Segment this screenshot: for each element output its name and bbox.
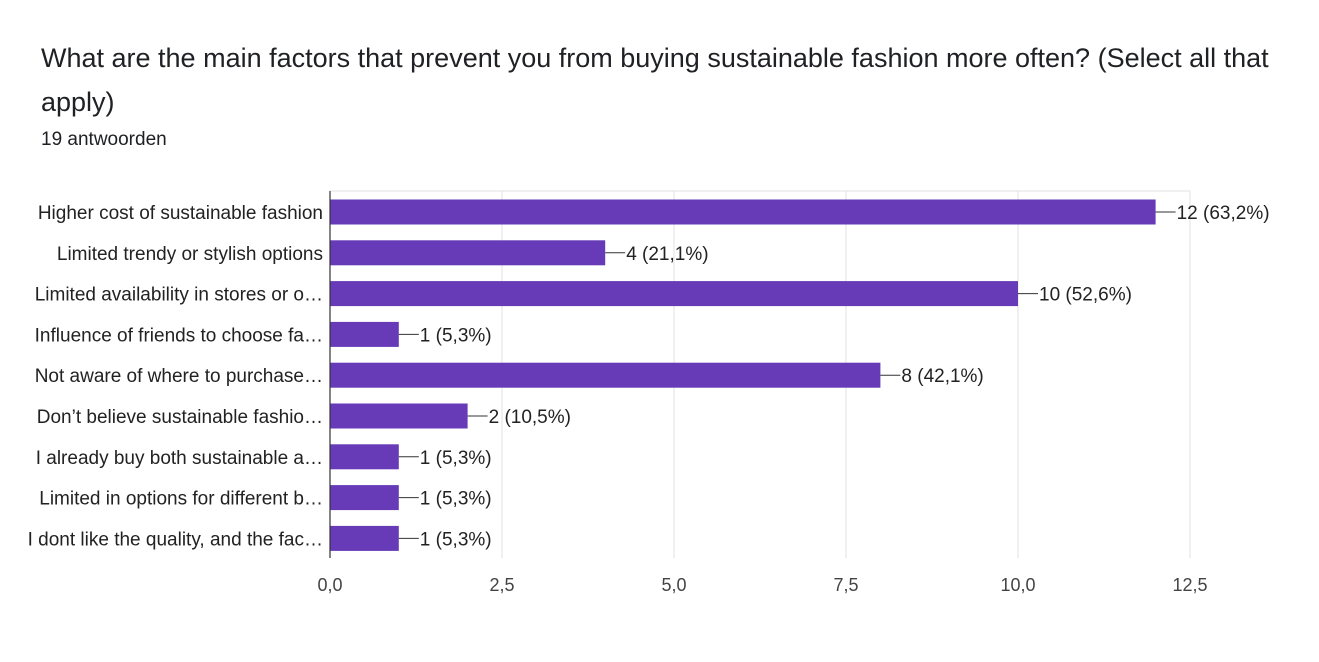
x-tick-label: 12,5 — [1172, 575, 1207, 595]
bar — [330, 362, 881, 388]
question-title: What are the main factors that prevent y… — [41, 43, 1269, 117]
data-label: 1 (5,3%) — [420, 489, 492, 510]
category-label: Influence of friends to choose fa… — [35, 325, 323, 346]
category-label: I dont like the quality, and the fac… — [28, 529, 323, 550]
x-tick-label: 10,0 — [1000, 575, 1035, 595]
data-label: 1 (5,3%) — [420, 529, 492, 550]
bar — [330, 525, 399, 551]
bar — [330, 485, 399, 511]
bar — [330, 199, 1156, 225]
data-label: 10 (52,6%) — [1039, 285, 1132, 306]
response-count: 19 antwoorden — [41, 129, 167, 150]
data-label: 12 (63,2%) — [1177, 203, 1270, 224]
category-label: Limited in options for different b… — [39, 489, 323, 510]
category-label: Not aware of where to purchase… — [35, 366, 323, 387]
bar — [330, 240, 606, 266]
data-label: 8 (42,1%) — [901, 366, 983, 387]
bar — [330, 321, 399, 347]
bar — [330, 281, 1018, 307]
data-label: 2 (10,5%) — [489, 407, 571, 428]
bar — [330, 444, 399, 470]
labels: 0,0 2,5 5,0 7,5 10,0 12,5 12 (63,2%) Higher cos… — [28, 203, 1270, 595]
x-tick-label: 5,0 — [661, 575, 686, 595]
data-label: 4 (21,1%) — [626, 244, 708, 265]
data-label: 1 (5,3%) — [420, 448, 492, 469]
category-label: Limited availability in stores or o… — [35, 285, 323, 306]
x-tick-label: 0,0 — [317, 575, 342, 595]
bar — [330, 403, 468, 429]
x-tick-label: 7,5 — [833, 575, 858, 595]
category-label: Higher cost of sustainable fashion — [38, 203, 323, 224]
x-tick-label: 2,5 — [489, 575, 514, 595]
data-label: 1 (5,3%) — [420, 325, 492, 346]
category-label: I already buy both sustainable a… — [36, 448, 323, 469]
category-label: Limited trendy or stylish options — [57, 244, 323, 265]
bars — [330, 199, 1176, 551]
category-label: Don’t believe sustainable fashio… — [37, 407, 323, 428]
